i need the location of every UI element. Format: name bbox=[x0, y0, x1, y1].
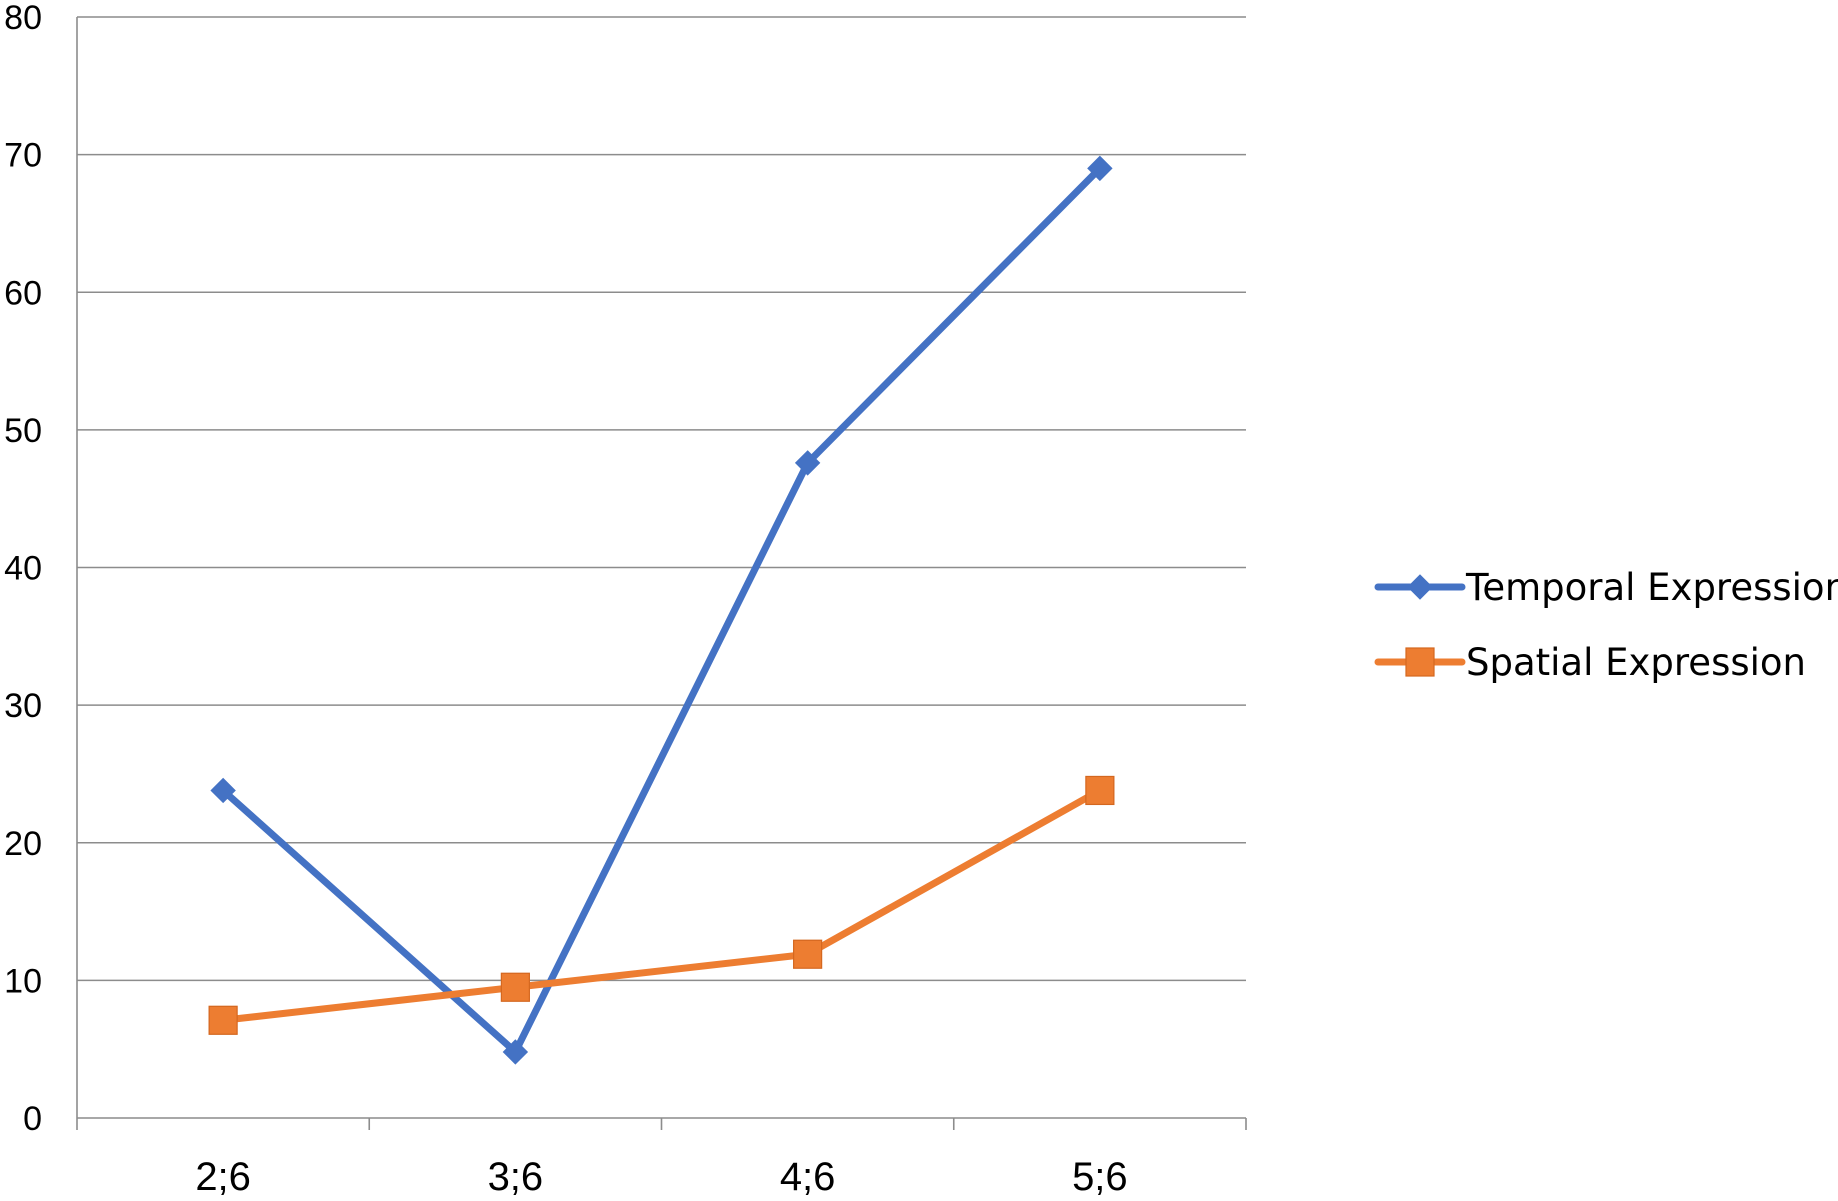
y-tick-label: 60 bbox=[4, 274, 42, 312]
y-tick-label: 80 bbox=[4, 0, 42, 37]
legend-label: Temporal Expression bbox=[1465, 566, 1838, 609]
x-axis-ticks: 2;6 3;6 4;6 5;6 bbox=[195, 1155, 1127, 1199]
y-tick-label: 10 bbox=[4, 962, 42, 1000]
series-spatial-expression bbox=[208, 775, 1115, 1035]
legend-entry: Spatial Expression bbox=[1374, 641, 1806, 684]
legend-label: Spatial Expression bbox=[1466, 641, 1806, 684]
y-tick-label: 40 bbox=[4, 550, 42, 588]
data-point bbox=[1085, 775, 1115, 806]
data-point bbox=[500, 972, 530, 1002]
x-tick-label: 4;6 bbox=[780, 1155, 836, 1199]
series-line bbox=[219, 786, 1104, 1024]
x-tick-label: 5;6 bbox=[1072, 1155, 1128, 1199]
data-point bbox=[794, 450, 821, 476]
y-tick-label: 0 bbox=[23, 1100, 42, 1138]
axes bbox=[76, 17, 1247, 1130]
series-layer bbox=[208, 155, 1115, 1065]
x-tick-label: 2;6 bbox=[195, 1155, 251, 1199]
y-tick-label: 20 bbox=[4, 825, 42, 863]
legend-marker bbox=[1407, 574, 1433, 600]
legend-marker bbox=[1405, 647, 1435, 677]
data-point bbox=[1087, 155, 1113, 182]
y-tick-label: 30 bbox=[4, 687, 42, 725]
y-axis-ticks: 0 10 20 30 40 50 60 70 80 bbox=[4, 0, 42, 1138]
gridlines bbox=[77, 16, 1246, 982]
series-line bbox=[219, 164, 1104, 1056]
data-point bbox=[208, 1005, 238, 1035]
y-tick-label: 50 bbox=[4, 412, 42, 450]
legend-entry: Temporal Expression bbox=[1374, 566, 1838, 609]
legend: Temporal Expression Spatial Expression bbox=[1374, 566, 1838, 684]
data-point bbox=[793, 939, 823, 969]
data-point bbox=[210, 777, 236, 804]
x-tick-label: 3;6 bbox=[488, 1155, 544, 1199]
series-temporal-expression bbox=[210, 155, 1113, 1065]
y-tick-label: 70 bbox=[4, 137, 42, 175]
data-point bbox=[502, 1039, 529, 1065]
